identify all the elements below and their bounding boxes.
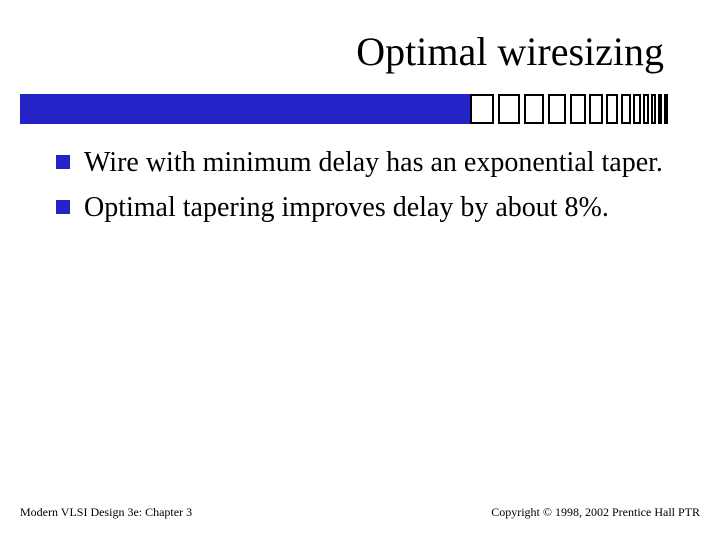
bullet-square-icon: [56, 200, 70, 214]
bullet-text: Optimal tapering improves delay by about…: [84, 190, 609, 225]
decorative-bar-boxes: [470, 94, 700, 124]
decorative-box: [606, 94, 618, 124]
bullet-square-icon: [56, 155, 70, 169]
decorative-bar-solid: [20, 94, 470, 124]
bullet-item: Wire with minimum delay has an exponenti…: [56, 145, 664, 180]
footer-left: Modern VLSI Design 3e: Chapter 3: [20, 505, 192, 520]
decorative-box: [548, 94, 566, 124]
decorative-box: [633, 94, 641, 124]
bullet-item: Optimal tapering improves delay by about…: [56, 190, 664, 225]
decorative-bar: [20, 94, 700, 124]
decorative-box: [524, 94, 544, 124]
footer-right: Copyright © 1998, 2002 Prentice Hall PTR: [491, 505, 700, 520]
decorative-box: [664, 94, 668, 124]
slide-title: Optimal wiresizing: [56, 28, 664, 75]
bullet-text: Wire with minimum delay has an exponenti…: [84, 145, 663, 180]
slide-title-text: Optimal wiresizing: [356, 29, 664, 74]
decorative-box: [621, 94, 631, 124]
decorative-box: [589, 94, 603, 124]
decorative-box: [470, 94, 494, 124]
slide: { "title": { "text": "Optimal wiresizing…: [0, 0, 720, 540]
decorative-box: [658, 94, 662, 124]
slide-body: Wire with minimum delay has an exponenti…: [56, 145, 664, 235]
decorative-box: [643, 94, 649, 124]
decorative-box: [651, 94, 656, 124]
footer-left-text: Modern VLSI Design 3e: Chapter 3: [20, 505, 192, 519]
decorative-box: [570, 94, 586, 124]
footer-right-text: Copyright © 1998, 2002 Prentice Hall PTR: [491, 505, 700, 519]
decorative-box: [498, 94, 520, 124]
